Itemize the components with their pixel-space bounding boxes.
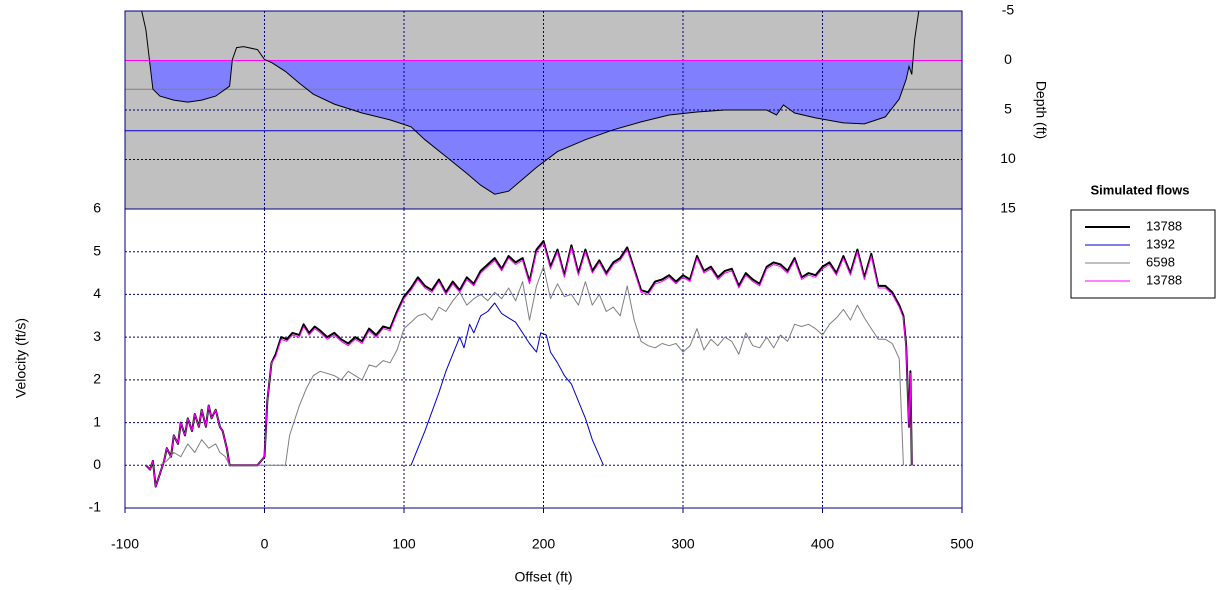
y-tick-label: 6 (93, 200, 101, 216)
y-tick-label: -5 (1002, 2, 1015, 18)
y-tick-label: -1 (89, 499, 102, 515)
y-tick-label: 5 (93, 242, 101, 258)
legend-label: 1392 (1146, 236, 1175, 251)
y-axis-label: Depth (ft) (1033, 81, 1049, 139)
y-tick-label: 2 (93, 371, 101, 387)
y-tick-label: 15 (1000, 200, 1016, 216)
y-tick-label: 4 (93, 285, 101, 301)
x-tick-label: 200 (532, 536, 556, 552)
x-tick-label: 0 (261, 536, 269, 552)
y-axis-label: Velocity (ft/s) (13, 318, 29, 398)
legend-box (1070, 209, 1216, 299)
legend-label: 13788 (1146, 272, 1182, 287)
y-tick-label: 0 (1004, 51, 1012, 67)
series-line (145, 240, 913, 488)
x-tick-label: -100 (111, 536, 139, 552)
x-tick-label: 400 (811, 536, 835, 552)
y-tick-label: 1 (93, 413, 101, 429)
legend-label: 6598 (1146, 254, 1175, 269)
ground-line (141, 11, 920, 195)
y-tick-label: 0 (93, 456, 101, 472)
y-tick-label: 10 (1000, 150, 1016, 166)
series-line (159, 266, 904, 466)
overlay: -5 0 5 10 15 Depth (ft) -1 0 1 2 3 4 5 6 -100 0 100 200 30… (13, 2, 1216, 585)
y-tick-label: 5 (1004, 101, 1012, 117)
legend-label: 13788 (1146, 218, 1182, 233)
series-line (145, 242, 913, 488)
velocity-panel (125, 209, 962, 508)
x-tick-label: 500 (950, 536, 974, 552)
x-axis-label: Offset (ft) (514, 569, 572, 585)
series-line (410, 302, 604, 466)
x-tick-label: 100 (392, 536, 416, 552)
frame (124, 208, 963, 509)
legend-title: Simulated flows (1091, 182, 1190, 197)
y-tick-label: 3 (93, 328, 101, 344)
depth-panel (125, 11, 962, 209)
x-tick-label: 300 (671, 536, 695, 552)
